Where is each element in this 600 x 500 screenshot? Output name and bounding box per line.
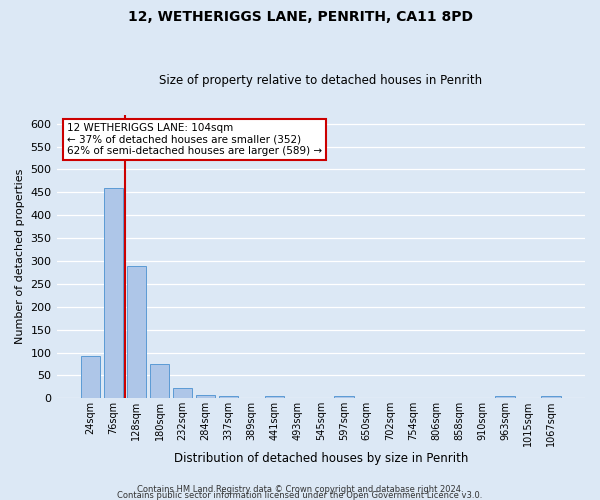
Bar [496, 396, 515, 398]
Text: 12 WETHERIGGS LANE: 104sqm
← 37% of detached houses are smaller (352)
62% of sem: 12 WETHERIGGS LANE: 104sqm ← 37% of deta… [67, 123, 322, 156]
Text: Contains public sector information licensed under the Open Government Licence v3: Contains public sector information licen… [118, 490, 482, 500]
Bar [541, 396, 561, 398]
Bar [334, 396, 353, 398]
Text: 12, WETHERIGGS LANE, PENRITH, CA11 8PD: 12, WETHERIGGS LANE, PENRITH, CA11 8PD [128, 10, 473, 24]
Bar [127, 266, 146, 398]
Bar [149, 364, 169, 398]
Text: Contains HM Land Registry data © Crown copyright and database right 2024.: Contains HM Land Registry data © Crown c… [137, 484, 463, 494]
Bar [173, 388, 193, 398]
Bar [265, 396, 284, 398]
X-axis label: Distribution of detached houses by size in Penrith: Distribution of detached houses by size … [173, 452, 468, 465]
Bar [104, 188, 123, 398]
Title: Size of property relative to detached houses in Penrith: Size of property relative to detached ho… [159, 74, 482, 87]
Bar [80, 356, 100, 399]
Y-axis label: Number of detached properties: Number of detached properties [15, 168, 25, 344]
Bar [219, 396, 238, 398]
Bar [196, 395, 215, 398]
